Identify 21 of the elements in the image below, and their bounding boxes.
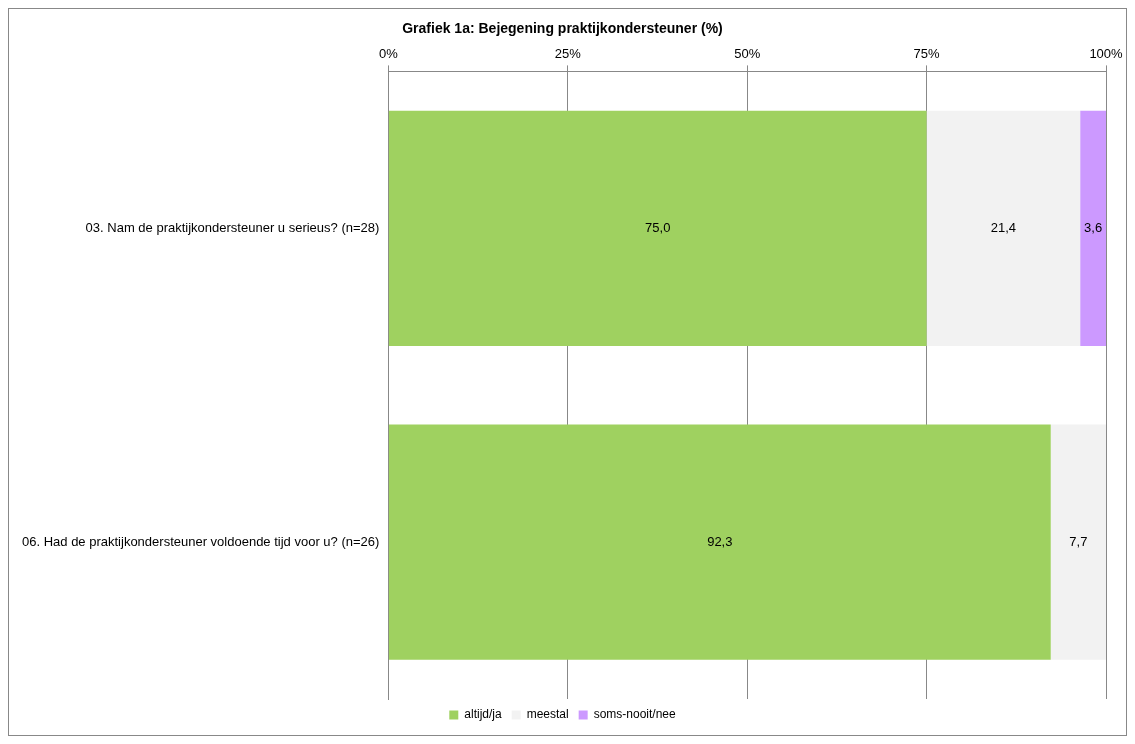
bar (1050, 424, 1106, 660)
x-tick-label: 25% (554, 46, 582, 62)
x-tick-label: 100% (1089, 46, 1124, 62)
legend-label: altijd/ja (464, 707, 502, 722)
x-tick-label: 75% (913, 46, 941, 62)
y-tick-label: 06. Had de praktijkondersteuner voldoende tijd voor u? (n=26) (21, 533, 380, 549)
legend-label: soms-nooit/nee (593, 707, 677, 722)
bar (1080, 110, 1106, 346)
data-label: 7,7 (1069, 533, 1088, 549)
data-label: 75,0 (645, 219, 671, 235)
data-label: 92,3 (707, 533, 733, 549)
bar (388, 110, 927, 346)
data-label: 21,4 (990, 219, 1017, 235)
y-tick-label: 03. Nam de praktijkondersteuner u serieus? (n=28) (85, 219, 380, 235)
bar (926, 110, 1081, 346)
chart-title: Grafiek 1a: Bejegening praktijkondersteuner (%) (402, 20, 723, 37)
bar (388, 424, 1051, 660)
legend-label: meestal (526, 707, 569, 722)
x-tick-label: 0% (378, 46, 399, 62)
data-label: 3,6 (1084, 219, 1103, 235)
x-tick-label: 50% (734, 46, 761, 62)
